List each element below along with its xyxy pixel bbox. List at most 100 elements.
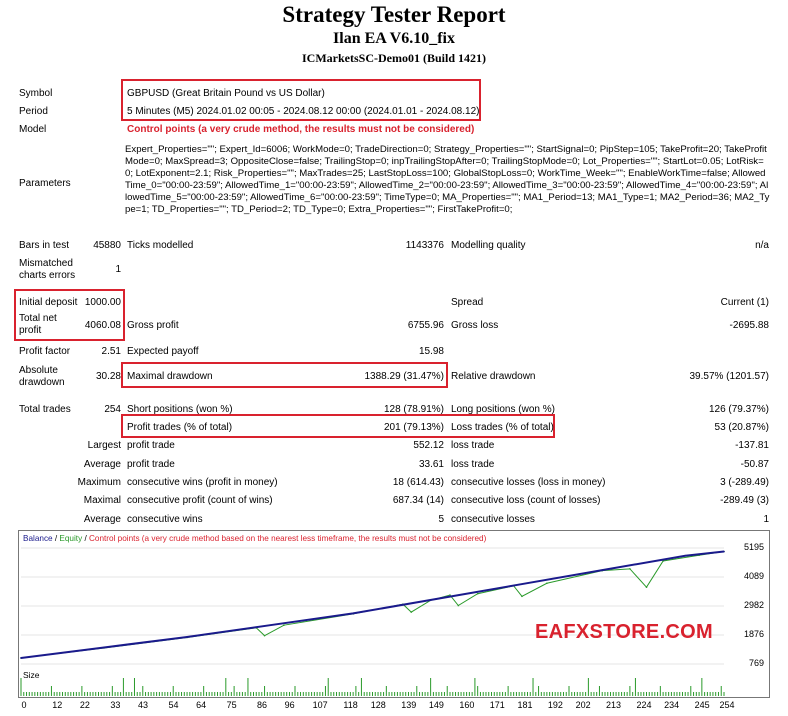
- watermark: EAFXSTORE.COM: [535, 621, 713, 643]
- payoff-label: Expected payoff: [127, 346, 199, 357]
- x-tick-label: 181: [517, 700, 533, 710]
- x-tick-label: 234: [664, 700, 680, 710]
- x-tick-label: 96: [284, 700, 295, 710]
- maxdd-label: Maximal drawdown: [127, 371, 213, 382]
- data-point-balance: [518, 583, 520, 586]
- max-losses-value: 3 (-289.49): [720, 477, 769, 488]
- avg-losses-value: 1: [763, 514, 769, 525]
- data-point-balance: [20, 657, 22, 659]
- pf-value: 2.51: [101, 346, 121, 357]
- maximal-profit-label: consecutive profit (count of wins): [127, 495, 273, 506]
- largest-profit-value: 552.12: [413, 440, 444, 451]
- deposit-label: Initial deposit: [19, 297, 78, 308]
- short-label: Short positions (won %): [127, 404, 233, 415]
- data-point-equity: [629, 568, 631, 570]
- deposit-profit-highlight: [14, 289, 125, 341]
- pf-label: Profit factor: [19, 346, 71, 357]
- x-tick-label: 160: [459, 700, 475, 710]
- data-point-equity: [457, 604, 460, 607]
- model-label: Model: [19, 124, 47, 135]
- maximal-profit-value: 687.34 (14): [392, 495, 444, 506]
- x-tick-label: 0: [21, 700, 27, 710]
- average-profit-value: 33.61: [418, 459, 444, 470]
- x-tick-label: 139: [401, 700, 417, 710]
- x-tick-label: 254: [719, 700, 735, 710]
- symbol-value: GBPUSD (Great Britain Pound vs US Dollar…: [127, 88, 325, 99]
- period-label: Period: [19, 106, 48, 117]
- grossprofit-value: 6755.96: [407, 320, 444, 331]
- data-point-balance: [269, 624, 271, 626]
- average-loss-label: loss trade: [451, 459, 495, 470]
- y-tick-label: 4089: [743, 570, 764, 581]
- x-tick-label: 33: [110, 700, 121, 710]
- legend-separator: /: [52, 534, 60, 543]
- x-tick-label: 107: [312, 700, 328, 710]
- spread-value: Current (1): [720, 297, 769, 308]
- data-point-balance: [186, 636, 188, 638]
- netprofit-value: 4060.08: [84, 320, 121, 331]
- avg-cons-label: Average: [83, 514, 121, 525]
- x-tick-label: 149: [428, 700, 444, 710]
- data-point-equity: [645, 586, 648, 588]
- profit-trades-label: Profit trades (% of total): [127, 422, 233, 433]
- data-point-equity: [283, 624, 285, 626]
- average-profit-label: profit trade: [127, 459, 175, 470]
- maximal-loss-label: consecutive loss (count of losses): [451, 495, 601, 506]
- absdd-label-2: drawdown: [19, 377, 65, 388]
- data-point-equity: [263, 634, 266, 637]
- legend-separator: /: [82, 534, 90, 543]
- x-tick-label: 22: [79, 700, 90, 710]
- model-value: Control points (a very crude method, the…: [127, 124, 475, 135]
- x-tick-label: 128: [370, 700, 386, 710]
- x-tick-label: 213: [606, 700, 622, 710]
- mismatch-value: 1: [115, 264, 121, 275]
- absdd-value: 30.28: [95, 371, 121, 382]
- x-axis: 0 12 22 33 43 54 64 75 86 96 107 118 128 139 149 160 171…: [18, 699, 770, 713]
- data-point-equity: [521, 595, 523, 598]
- grossloss-value: -2695.88: [729, 320, 769, 331]
- avg-wins-label: consecutive wins: [127, 514, 203, 525]
- x-tick-label: 54: [168, 700, 179, 710]
- long-value: 126 (79.37%): [708, 404, 769, 415]
- maximal-loss-value: -289.49 (3): [720, 495, 769, 506]
- x-tick-label: 86: [257, 700, 268, 710]
- maximal-label: Maximal: [83, 495, 121, 506]
- period-value: 5 Minutes (M5) 2024.01.02 00:05 - 2024.0…: [127, 106, 480, 117]
- average-label: Average: [83, 459, 121, 470]
- long-label: Long positions (won %): [451, 404, 555, 415]
- largest-profit-label: profit trade: [127, 440, 175, 451]
- report-title: Strategy Tester Report: [282, 2, 506, 27]
- short-value: 128 (78.91%): [383, 404, 444, 415]
- ticks-label: Ticks modelled: [127, 240, 194, 251]
- legend-balance: Balance: [23, 534, 53, 543]
- y-tick-label: 769: [748, 658, 764, 668]
- data-point-balance: [601, 569, 604, 571]
- mismatch-label-2: charts errors: [19, 270, 76, 281]
- spread-label: Spread: [451, 297, 484, 308]
- deposit-value: 1000.00: [84, 297, 121, 308]
- balance-chart: Balance / Equity / Control points (a ver…: [18, 530, 770, 670]
- max-losses-label: consecutive losses (loss in money): [451, 477, 606, 488]
- maxdd-value: 1388.29 (31.47%): [364, 371, 444, 382]
- avg-wins-value: 5: [438, 514, 444, 525]
- data-point-equity: [449, 594, 451, 596]
- avg-losses-label: consecutive losses: [451, 514, 535, 525]
- x-tick-label: 202: [575, 700, 591, 710]
- bars-value: 45880: [93, 240, 121, 251]
- grossprofit-label: Gross profit: [127, 320, 179, 331]
- x-tick-label: 171: [489, 700, 505, 710]
- x-tick-label: 64: [196, 700, 207, 710]
- max-wins-label: consecutive wins (profit in money): [127, 477, 278, 488]
- quality-label: Modelling quality: [451, 240, 526, 251]
- quality-value: n/a: [755, 240, 769, 251]
- size-label: Size: [23, 670, 40, 680]
- size-histogram: [20, 678, 725, 696]
- x-tick-label: 224: [636, 700, 652, 710]
- legend-equity: Equity: [59, 534, 83, 543]
- ticks-value: 1143376: [405, 240, 444, 251]
- symbol-period-highlight: [121, 79, 481, 121]
- largest-loss-value: -137.81: [735, 440, 769, 451]
- loss-trades-label: Loss trades (% of total): [451, 422, 554, 433]
- maxdd-highlight: [121, 362, 448, 388]
- symbol-label: Symbol: [19, 88, 53, 99]
